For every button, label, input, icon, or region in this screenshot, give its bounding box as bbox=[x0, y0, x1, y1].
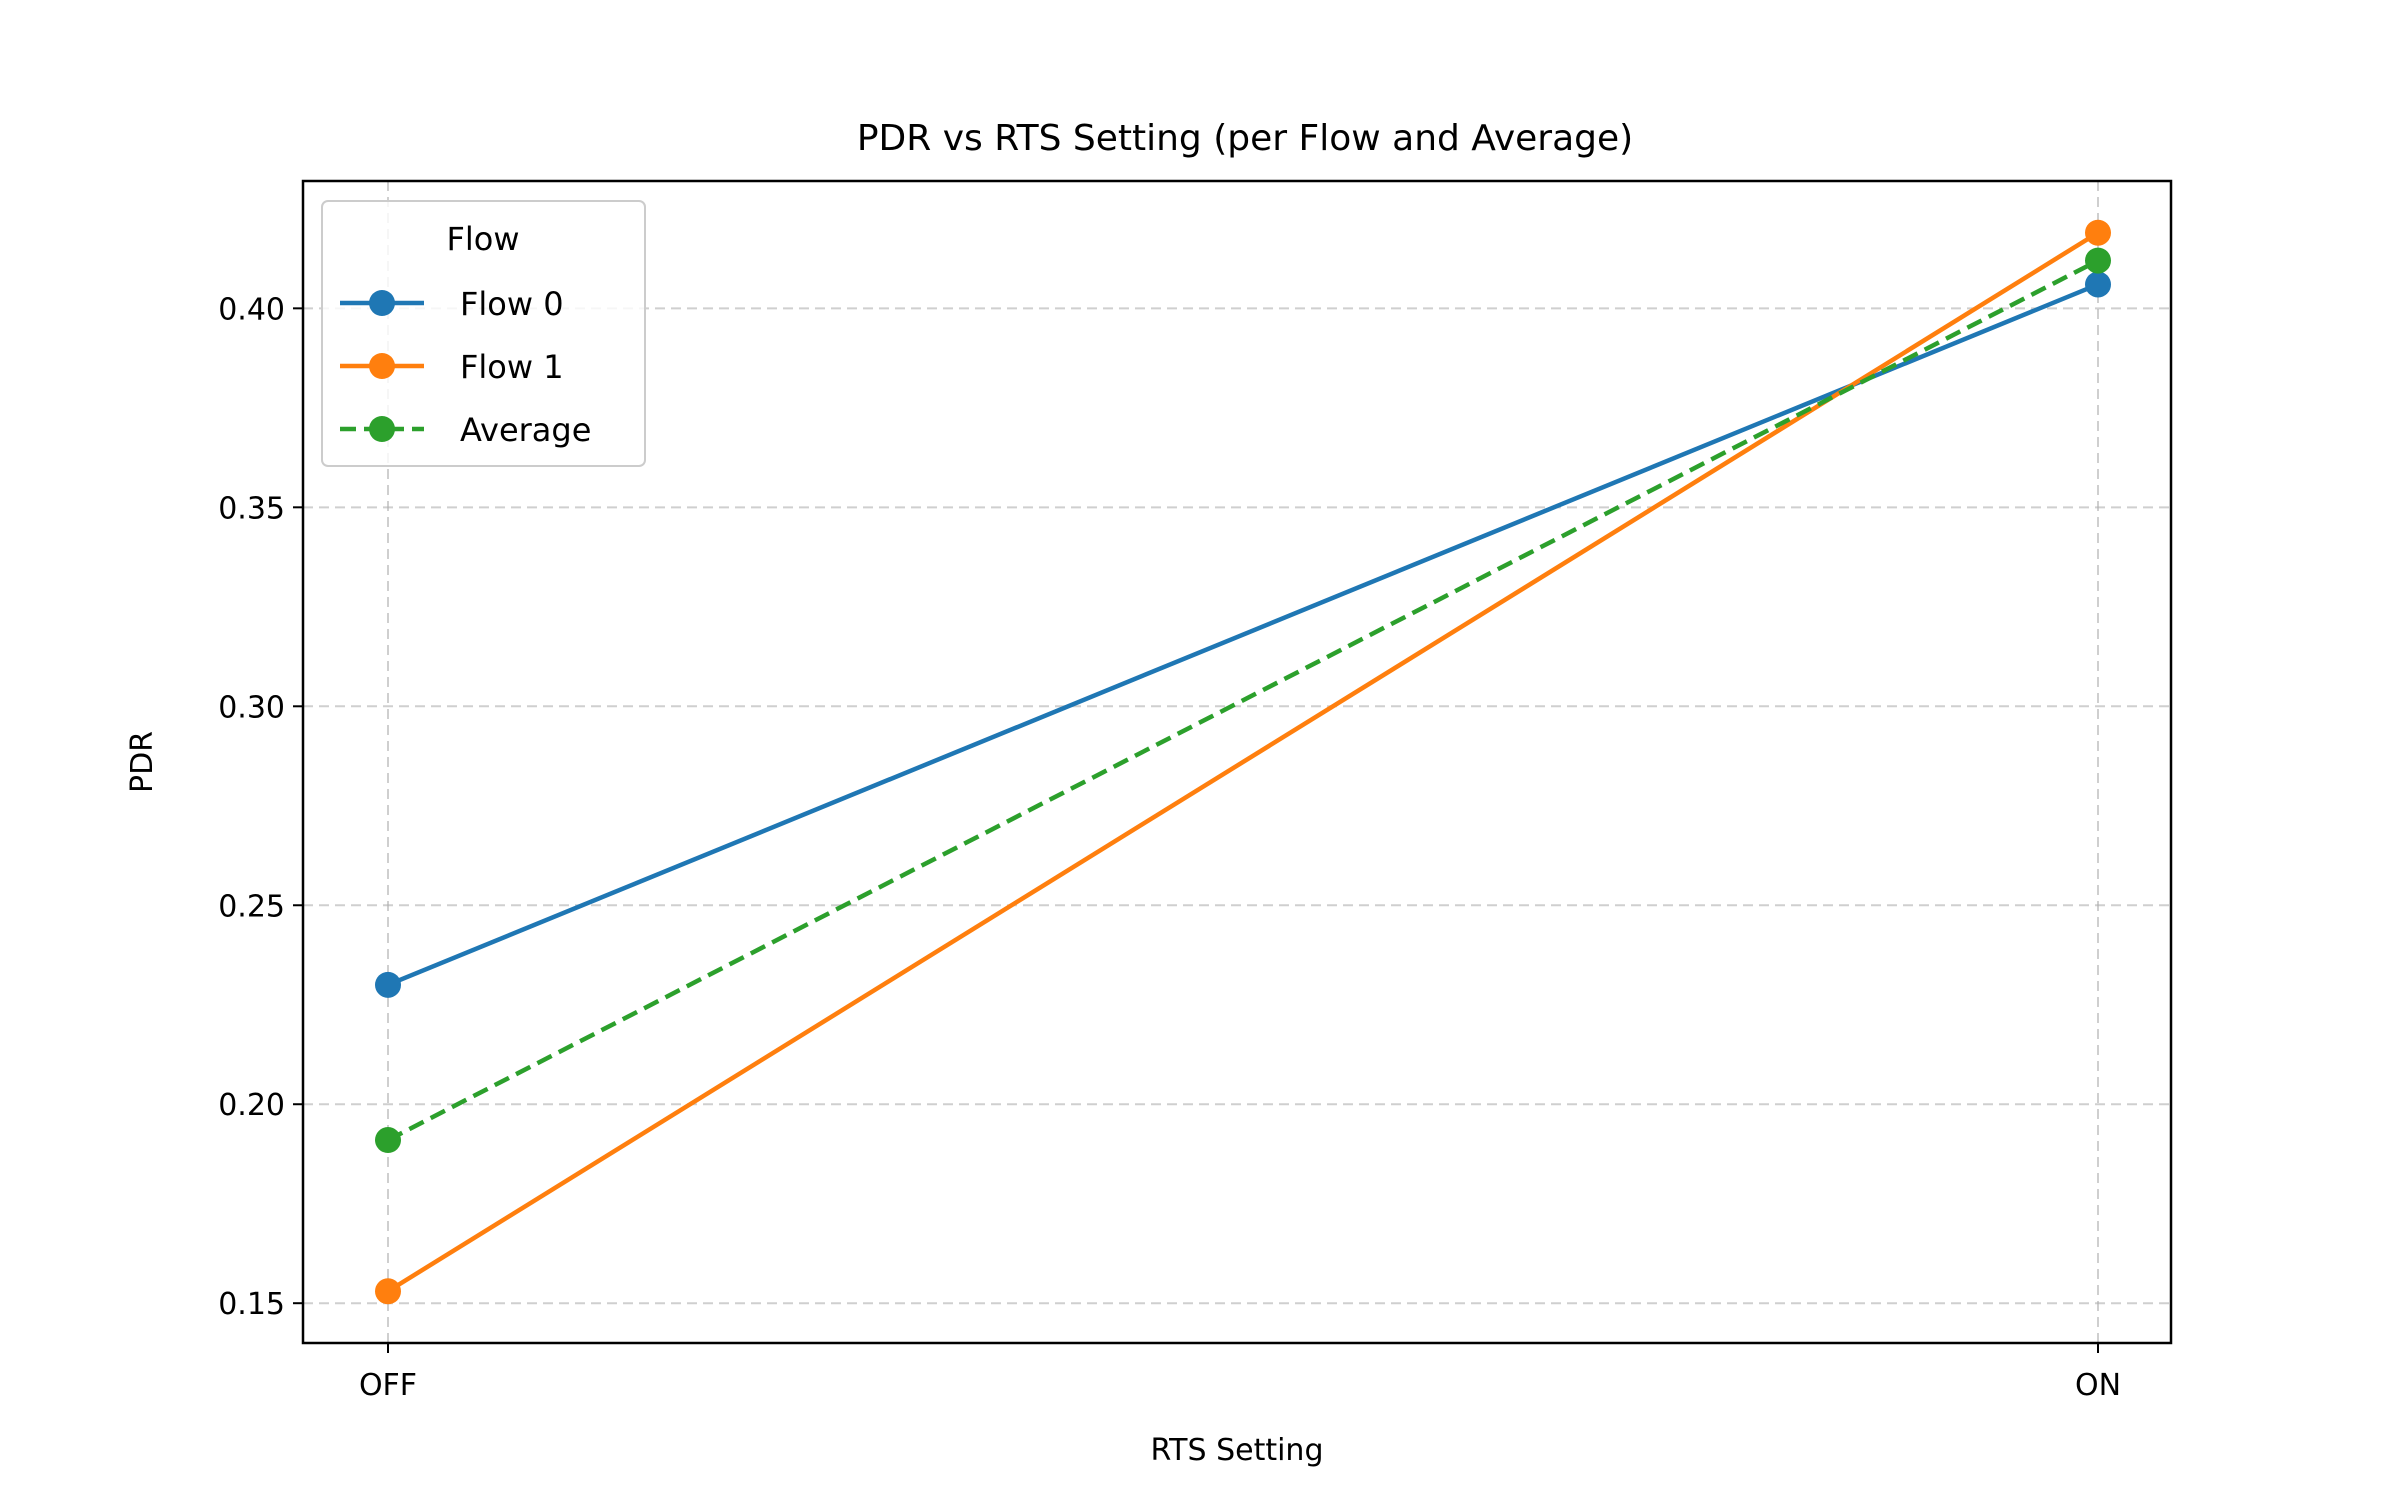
legend-marker bbox=[369, 353, 395, 379]
legend-title: Flow bbox=[446, 220, 519, 258]
chart-title: PDR vs RTS Setting (per Flow and Average… bbox=[857, 118, 1633, 159]
legend-marker bbox=[369, 290, 395, 316]
legend-label: Flow 0 bbox=[460, 285, 564, 323]
legend-marker bbox=[369, 416, 395, 442]
series-layer bbox=[375, 219, 2111, 1305]
y-axis-label: PDR bbox=[125, 731, 160, 793]
data-point-marker bbox=[375, 971, 401, 998]
y-tick-label: 0.15 bbox=[218, 1287, 285, 1322]
y-tick-label: 0.35 bbox=[218, 491, 285, 526]
series-average bbox=[375, 247, 2111, 1154]
x-axis-label: RTS Setting bbox=[1151, 1433, 1324, 1468]
data-point-marker bbox=[2085, 271, 2111, 298]
y-tick-label: 0.25 bbox=[218, 889, 285, 924]
y-tick-label: 0.20 bbox=[218, 1088, 285, 1123]
y-tick-label: 0.30 bbox=[218, 690, 285, 725]
y-tick-label: 0.40 bbox=[218, 292, 285, 327]
legend-item: Flow 0 bbox=[340, 285, 564, 323]
legend: Flow Flow 0 Flow 1 Average bbox=[321, 200, 646, 467]
series-flow-0 bbox=[375, 271, 2111, 998]
legend-item: Flow 1 bbox=[340, 348, 564, 386]
series-line bbox=[386, 230, 2100, 1294]
legend-label: Average bbox=[460, 411, 591, 449]
data-point-marker bbox=[2085, 247, 2111, 274]
legend-items: Flow 0 Flow 1 Average bbox=[340, 285, 591, 449]
data-point-marker bbox=[2085, 219, 2111, 246]
legend-box bbox=[321, 200, 646, 467]
data-point-marker bbox=[375, 1278, 401, 1305]
series-line bbox=[387, 282, 2099, 987]
legend-item: Average bbox=[340, 411, 591, 449]
y-axis-ticks: 0.15 0.20 0.25 0.30 0.35 0.40 bbox=[218, 292, 303, 1322]
series-line bbox=[386, 258, 2100, 1143]
plot-area-frame bbox=[301, 179, 2173, 1345]
x-tick-label: OFF bbox=[359, 1368, 417, 1403]
data-point-marker bbox=[375, 1127, 401, 1154]
x-tick-label: ON bbox=[2075, 1368, 2121, 1403]
legend-label: Flow 1 bbox=[460, 348, 564, 386]
series-flow-1 bbox=[375, 219, 2111, 1305]
x-axis-ticks: OFF ON bbox=[359, 1343, 2121, 1403]
